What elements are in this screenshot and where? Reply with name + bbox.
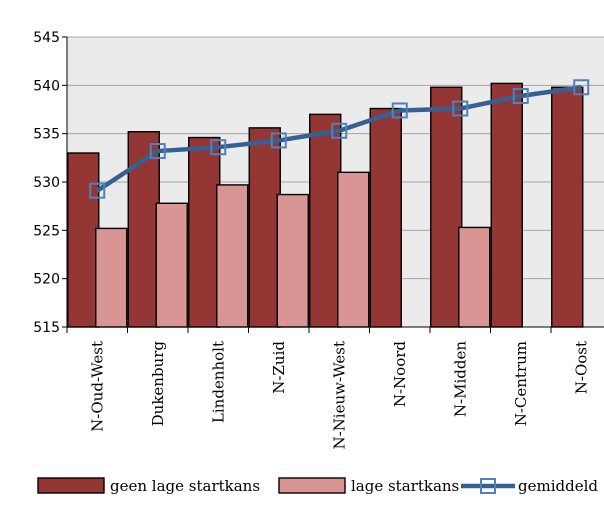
- marker-gemiddeld: [270, 132, 287, 149]
- bar-lage-startkans: [155, 202, 188, 328]
- legend-swatch-geen-lage-startkans: [37, 477, 105, 494]
- bar-lage-startkans: [216, 184, 249, 328]
- category-label: N-Midden: [451, 341, 469, 417]
- bar-lage-startkans: [337, 171, 370, 328]
- category-label: N-Nieuw-West: [330, 341, 348, 450]
- bar-lage-startkans: [95, 227, 128, 328]
- y-tick-label: 530: [33, 175, 60, 191]
- bar-lage-startkans: [276, 193, 309, 328]
- bar-lage-startkans: [458, 226, 491, 328]
- y-tick-label: 525: [33, 223, 60, 239]
- marker-gemiddeld: [573, 79, 590, 96]
- legend-swatch-lage-startkans: [278, 477, 346, 494]
- bar-geen-lage-startkans: [551, 86, 584, 328]
- y-tick-label: 535: [33, 127, 60, 143]
- y-tick-label: 545: [33, 30, 60, 46]
- marker-gemiddeld: [391, 102, 408, 119]
- bar-geen-lage-startkans: [188, 136, 221, 328]
- bar-geen-lage-startkans: [369, 107, 402, 328]
- marker-gemiddeld: [149, 143, 166, 160]
- legend-label-lage-startkans: lage startkans: [351, 477, 459, 495]
- bar-geen-lage-startkans: [309, 113, 342, 328]
- y-tick-label: 520: [33, 272, 60, 288]
- category-label: N-Centrum: [512, 341, 530, 426]
- category-label: N-Noord: [391, 341, 409, 408]
- bar-geen-lage-startkans: [248, 127, 281, 328]
- bar-geen-lage-startkans: [490, 82, 523, 328]
- y-tick-label: 540: [33, 78, 60, 94]
- bar-geen-lage-startkans: [430, 86, 463, 328]
- marker-gemiddeld: [210, 139, 227, 156]
- legend-label-gemiddeld: gemiddeld: [518, 477, 598, 495]
- category-label: Lindenholt: [209, 341, 227, 423]
- category-label: Dukenburg: [149, 341, 167, 427]
- line-gemiddeld: [96, 85, 582, 193]
- category-label: N-Oost: [572, 341, 590, 394]
- marker-gemiddeld: [512, 87, 529, 104]
- category-label: N-Zuid: [270, 341, 288, 394]
- legend-label-geen-lage-startkans: geen lage startkans: [110, 477, 260, 495]
- legend-marker-gemiddeld: [480, 478, 496, 494]
- category-label: N-Oud-West: [88, 341, 106, 432]
- y-tick-label: 515: [33, 320, 60, 336]
- marker-gemiddeld: [331, 122, 348, 139]
- marker-gemiddeld: [452, 100, 469, 117]
- bar-geen-lage-startkans: [67, 152, 100, 328]
- marker-gemiddeld: [89, 182, 106, 199]
